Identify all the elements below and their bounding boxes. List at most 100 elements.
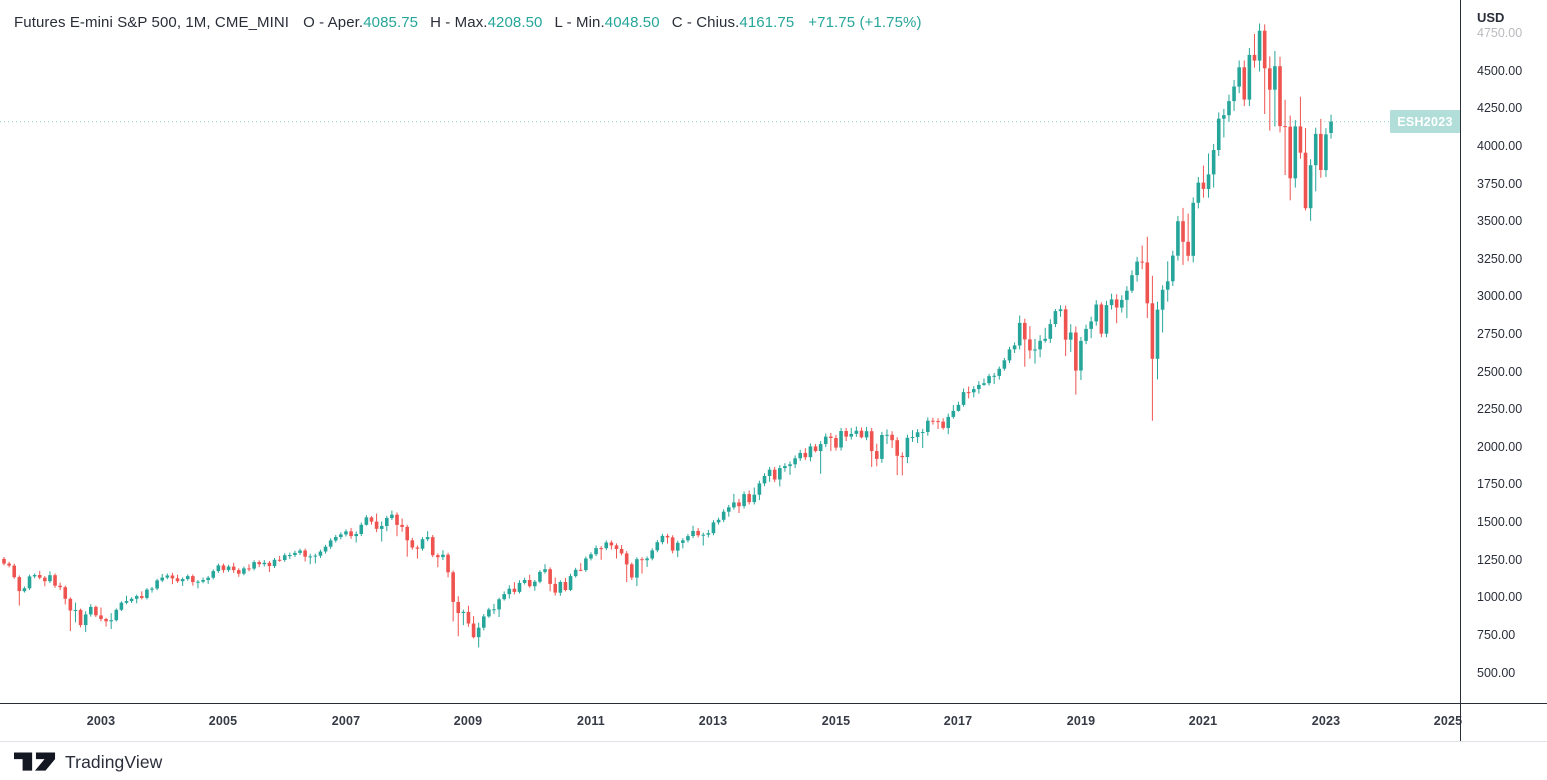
candle-body [538,571,542,582]
candle-body [1125,290,1129,300]
time-axis[interactable]: 2003 2005 2007 2009 2011 2013 2015 2017 2019 2021… [0,704,1547,741]
candle-body [385,518,389,526]
footer-brand[interactable]: TradingView [14,748,162,776]
candle-body [43,577,47,582]
candle-body [145,589,149,598]
candle-body [492,609,496,611]
time-axis-label: 2005 [208,714,238,728]
candle-body [711,522,716,534]
candlestick-chart[interactable] [0,0,1460,741]
candle-body [920,432,925,433]
candle-body [599,548,603,550]
candle-body [951,410,956,417]
candle-body [1303,152,1308,209]
candle-body [971,389,976,393]
candle-body [267,562,272,567]
candle-body [1267,68,1272,90]
candle-body [635,559,639,578]
chart-pane[interactable] [0,0,1460,741]
candle-body [1247,54,1252,100]
candle-body [961,392,966,405]
candle-body [619,549,624,554]
candle-body [1130,275,1134,291]
candle-body [1298,126,1303,153]
candle-body [257,562,261,565]
time-axis-border [0,703,1547,704]
candle-body [119,602,124,610]
last-price-badge[interactable]: ESH2023 [1390,110,1460,133]
candle-body [747,494,751,503]
close-value: 4161.75 [739,14,795,31]
high-value: 4208.50 [487,14,543,31]
candle-body [374,521,379,529]
candle-body [926,420,930,432]
time-axis-label: 2021 [1188,714,1218,728]
candle-body [78,609,83,626]
candle-body [73,609,78,611]
candle-body [915,432,920,438]
candle-body [1283,126,1287,128]
candle-body [94,606,98,616]
candle-body [956,404,961,411]
candle-body [441,554,445,558]
candle-body [573,569,578,577]
candle-body [640,559,644,561]
candle-body [1278,66,1282,127]
candle-body [497,599,501,610]
candle-body [288,555,292,556]
candle-body [22,588,27,592]
price-axis-label: 750.00 [1477,628,1516,642]
candle-body [1048,324,1053,339]
candle-body [1216,118,1221,150]
candle-body [88,606,93,615]
candle-body [63,587,68,599]
candle-body [553,583,558,593]
candle-body [68,598,73,611]
close-label: C - Chius. [671,14,740,31]
candle-body [578,569,583,571]
open-label: O - Aper. [303,14,364,31]
candle-body [430,537,435,556]
symbol-legend[interactable]: Futures E-mini S&P 500, 1M, CME_MINI O - … [14,14,922,31]
candle-body [109,620,113,622]
symbol-title[interactable]: Futures E-mini S&P 500, 1M, CME_MINI [14,14,290,31]
candle-body [1186,241,1190,256]
high-label: H - Max. [430,14,488,31]
candle-body [1313,133,1318,166]
candle-body [308,556,313,558]
candle-body [379,526,384,529]
price-axis-label: 2750.00 [1477,327,1523,341]
candle-body [900,455,905,458]
candle-body [706,533,711,535]
candle-body [1227,101,1231,116]
candle-body [466,611,471,624]
candle-body [1033,349,1037,351]
candle-body [517,582,522,592]
candle-body [788,464,792,467]
time-axis-label: 2015 [821,714,851,728]
candle-body [262,562,267,565]
candle-body [931,420,935,422]
price-axis-label: 2500.00 [1477,365,1523,379]
candle-body [155,580,159,589]
candle-body [1196,182,1201,203]
price-axis-label: 500.00 [1477,666,1516,680]
candle-body [27,576,32,589]
price-axis[interactable]: USD 4750.00 4500.00 4250.00 4000.00 3750.00 3… [1461,0,1547,703]
candle-body [114,609,119,621]
low-label: L - Min. [554,14,605,31]
candle-body [390,514,394,518]
candle-body [1063,309,1068,340]
candle-body [415,547,420,549]
candle-body [681,540,685,543]
candle-body [160,577,165,581]
candle-body [839,431,843,448]
price-axis-label: 2000.00 [1477,440,1523,454]
candle-body [1288,126,1293,179]
candle-body [716,519,721,523]
candle-body [1119,299,1124,308]
candle-body [1160,289,1165,310]
candle-body [987,376,991,384]
candle-body [1017,322,1022,346]
